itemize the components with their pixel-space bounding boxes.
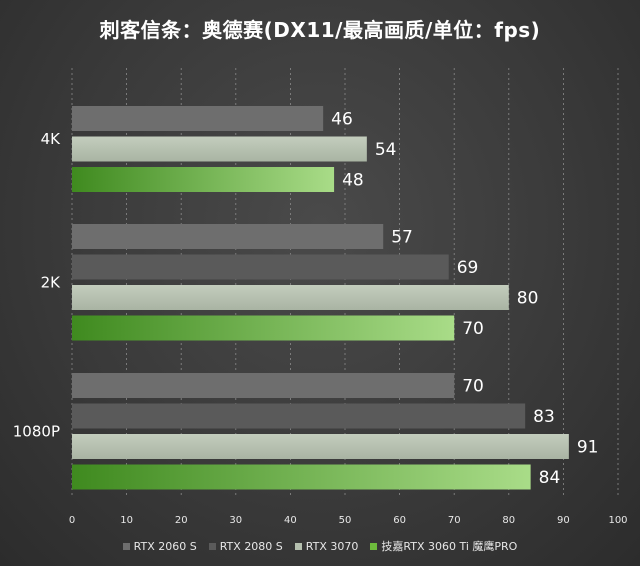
x-tick-label: 10 xyxy=(120,515,133,526)
legend-swatch xyxy=(208,542,216,550)
x-tick-label: 50 xyxy=(339,515,352,526)
legend-label: 技嘉RTX 3060 Ti 魔鹰PRO xyxy=(381,540,518,553)
x-tick-label: 100 xyxy=(608,515,627,526)
legend-label: RTX 2080 S xyxy=(219,539,283,553)
legend-label: RTX 2060 S xyxy=(133,539,197,553)
bar-2k-series-3 xyxy=(72,315,455,341)
bar-4k-series-2 xyxy=(72,136,367,162)
bar-value-label: 54 xyxy=(375,140,397,160)
legend-swatch xyxy=(294,542,302,550)
bar-4k-series-0 xyxy=(72,106,324,131)
legend-item: RTX 3070 xyxy=(294,538,359,554)
legend-item: 技嘉RTX 3060 Ti 魔鹰PRO xyxy=(370,538,517,554)
x-tick-label: 40 xyxy=(284,515,297,526)
x-tick-label: 30 xyxy=(229,515,242,526)
bar-2k-series-2 xyxy=(72,285,509,310)
bar-value-label: 48 xyxy=(342,171,364,191)
bar-value-label: 84 xyxy=(539,468,561,488)
category-label: 1080P xyxy=(13,422,60,440)
category-label: 2K xyxy=(41,273,62,291)
bar-value-label: 80 xyxy=(517,289,539,309)
x-tick-label: 80 xyxy=(502,515,515,526)
bar-value-label: 70 xyxy=(462,377,484,397)
bar-value-label: 57 xyxy=(391,228,413,248)
bar-value-label: 83 xyxy=(533,407,555,427)
bar-1080p-series-3 xyxy=(72,464,531,490)
bar-1080p-series-0 xyxy=(72,373,455,398)
legend-label: RTX 3070 xyxy=(305,539,359,553)
x-tick-label: 70 xyxy=(448,515,461,526)
x-tick-label: 60 xyxy=(393,515,406,526)
bar-2k-series-1 xyxy=(72,254,449,280)
legend-item: RTX 2060 S xyxy=(122,538,197,554)
bar-1080p-series-2 xyxy=(72,434,569,459)
bar-1080p-series-1 xyxy=(72,403,526,429)
bar-4k-series-3 xyxy=(72,167,335,192)
legend-item: RTX 2080 S xyxy=(208,538,283,554)
chart-title: 刺客信条：奥德赛(DX11/最高画质/单位：fps) xyxy=(99,18,541,42)
x-tick-label: 20 xyxy=(175,515,188,526)
legend-swatch xyxy=(370,542,378,550)
chart-legend: RTX 2060 S RTX 2080 S RTX 3070 技嘉RTX 3060 T… xyxy=(0,538,640,554)
bar-value-label: 91 xyxy=(577,438,599,458)
bar-value-label: 70 xyxy=(462,319,484,339)
legend-swatch xyxy=(122,542,130,550)
x-tick-label: 0 xyxy=(69,515,75,526)
category-label: 4K xyxy=(41,130,62,148)
bar-value-label: 46 xyxy=(331,110,353,130)
bar-value-label: 69 xyxy=(457,258,479,278)
x-tick-label: 90 xyxy=(557,515,570,526)
bar-2k-series-0 xyxy=(72,224,384,249)
